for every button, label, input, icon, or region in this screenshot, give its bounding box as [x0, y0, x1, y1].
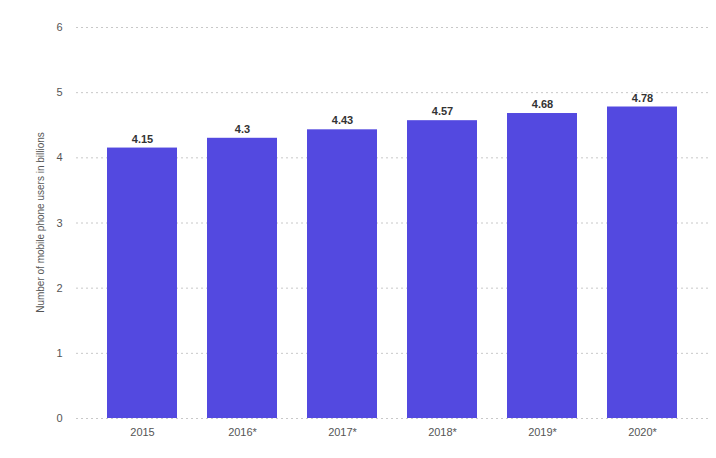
svg-text:2: 2: [56, 282, 62, 294]
svg-text:4.15: 4.15: [132, 133, 153, 145]
svg-text:2018*: 2018*: [428, 426, 457, 438]
svg-text:Number of mobile phone users i: Number of mobile phone users in billions: [35, 132, 46, 313]
svg-text:6: 6: [56, 21, 62, 33]
svg-text:0: 0: [56, 412, 62, 424]
svg-text:1: 1: [56, 347, 62, 359]
svg-text:4.57: 4.57: [432, 105, 453, 117]
svg-text:3: 3: [56, 217, 62, 229]
svg-text:4.78: 4.78: [632, 92, 653, 104]
svg-text:4.68: 4.68: [532, 98, 553, 110]
svg-text:2020*: 2020*: [628, 426, 657, 438]
svg-text:2017*: 2017*: [328, 426, 357, 438]
svg-text:2016*: 2016*: [228, 426, 257, 438]
svg-text:2015: 2015: [130, 426, 154, 438]
svg-text:2019*: 2019*: [528, 426, 557, 438]
svg-text:4.3: 4.3: [235, 123, 250, 135]
svg-text:5: 5: [56, 86, 62, 98]
svg-text:4.43: 4.43: [332, 114, 353, 126]
svg-text:4: 4: [56, 151, 62, 163]
